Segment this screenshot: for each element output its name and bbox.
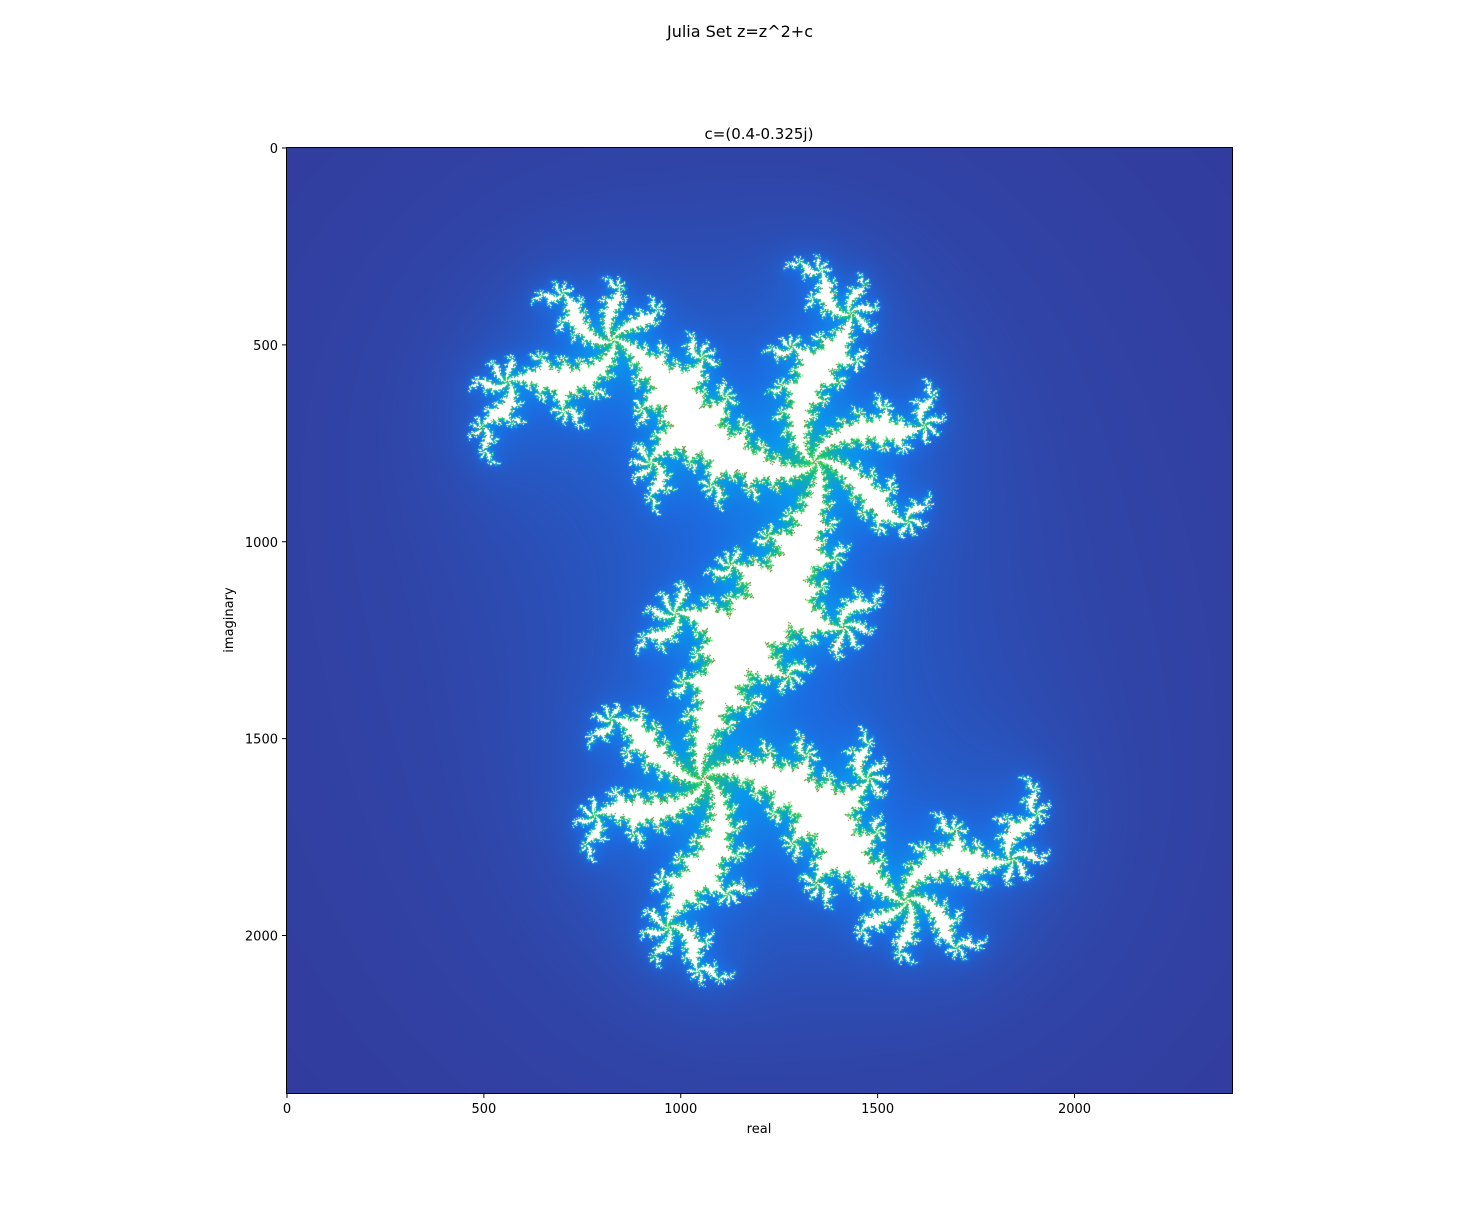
y-axis-label: imaginary bbox=[222, 587, 237, 653]
y-tick-label-500: 500 bbox=[253, 339, 278, 354]
x-tick-label-1500: 1500 bbox=[861, 1102, 894, 1117]
x-tick-label-1000: 1000 bbox=[664, 1102, 697, 1117]
julia-set-image bbox=[287, 148, 1232, 1093]
figure-suptitle: Julia Set z=z^2+c bbox=[666, 22, 813, 41]
y-axis: 0 500 1000 1500 2000 bbox=[245, 142, 287, 945]
y-tick-label-1000: 1000 bbox=[245, 536, 278, 551]
plot-area bbox=[286, 147, 1233, 1094]
y-tick-label-1500: 1500 bbox=[245, 733, 278, 748]
x-axis: 0 500 1000 1500 2000 bbox=[283, 1093, 1091, 1117]
x-axis-label: real bbox=[747, 1122, 772, 1137]
x-tick-label-500: 500 bbox=[471, 1102, 496, 1117]
y-tick-label-2000: 2000 bbox=[245, 930, 278, 945]
x-tick-label-0: 0 bbox=[283, 1102, 291, 1117]
x-tick-label-2000: 2000 bbox=[1058, 1102, 1091, 1117]
axes-frame bbox=[286, 147, 1233, 1094]
axes-title: c=(0.4-0.325j) bbox=[705, 125, 814, 143]
y-tick-label-0: 0 bbox=[270, 142, 278, 157]
julia-image-holder bbox=[287, 148, 1232, 1093]
